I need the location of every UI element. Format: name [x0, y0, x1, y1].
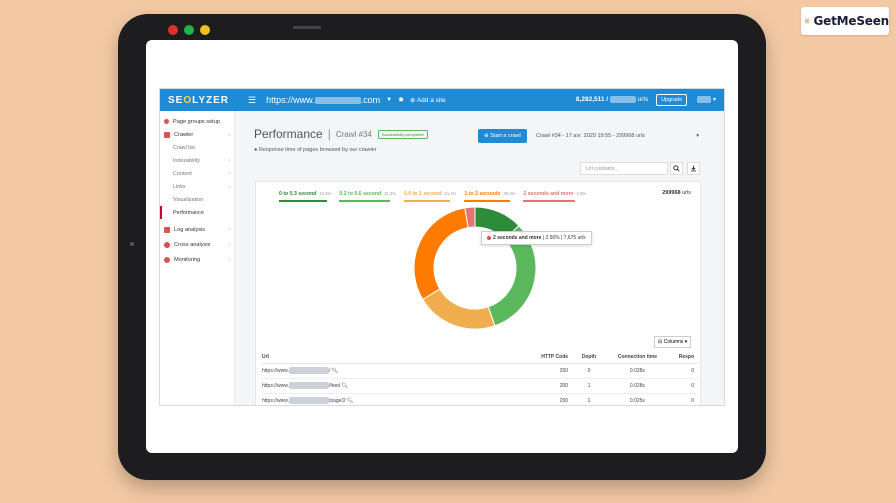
- site-selector[interactable]: https://www. .com: [266, 95, 381, 105]
- legend-swatch: [464, 200, 511, 202]
- columns-button[interactable]: ⊟ Columns ▾: [654, 336, 692, 348]
- sidebar-item-monitoring[interactable]: Monitoring ‹: [160, 253, 234, 266]
- search-icon: [673, 165, 680, 172]
- bug-icon: [164, 131, 170, 138]
- log-icon: [164, 226, 170, 233]
- crawl-select[interactable]: Crawl #34 - 17 avr. 2020 19:55 - 299968 …: [536, 133, 699, 139]
- crawl-label: Crawl #34: [335, 129, 372, 139]
- chevron-down-icon: ▾: [696, 133, 699, 139]
- urls-counter: 8,282,511 / urls: [575, 96, 649, 104]
- download-button[interactable]: [687, 162, 700, 175]
- search-icon[interactable]: 🔍︎: [347, 397, 354, 404]
- url-search-input[interactable]: Url contains...: [580, 162, 668, 175]
- page-title: Performance: [254, 127, 323, 141]
- page-header: Performance | Crawl #34 Successfully com…: [254, 127, 428, 141]
- chart-legend: 0 to 0.3 second 12.5% 0.3 to 0.6 second 31.…: [279, 191, 586, 202]
- seolyzer-logo[interactable]: SEOLYZER: [168, 94, 229, 106]
- settings-icon[interactable]: ✹: [398, 97, 404, 104]
- pin-icon: [164, 119, 169, 124]
- download-icon: [691, 165, 696, 172]
- getmeseen-logo-icon: [805, 18, 810, 24]
- search-button[interactable]: [670, 162, 683, 175]
- legend-swatch: [523, 200, 576, 202]
- info-icon: ●: [254, 147, 258, 153]
- maximize-dot-icon[interactable]: [184, 25, 194, 35]
- sidebar-subitem-crawl-list[interactable]: Crawl list: [173, 144, 195, 151]
- page-subtitle: ● Response time of pages browsed by our …: [254, 147, 377, 153]
- urls-table: Url HTTP Code Depth Connection time Resp…: [262, 352, 698, 405]
- close-dot-icon[interactable]: [168, 25, 178, 35]
- legend-item[interactable]: 0 to 0.3 second 12.5%: [279, 191, 331, 202]
- sidebar-subitem-links[interactable]: Links ‹: [173, 183, 230, 190]
- donut-slice[interactable]: [422, 288, 496, 330]
- legend-pct: 31.3%: [384, 191, 397, 196]
- legend-swatch: [339, 200, 391, 202]
- donut-slice[interactable]: [464, 206, 476, 229]
- sidebar-item-cross-analysis[interactable]: Cross analysis ‹: [160, 238, 234, 251]
- legend-pct: 21.1%: [444, 191, 457, 196]
- top-navbar: SEOLYZER ☰ https://www. .com ▼ ✹ ⊕ Add a …: [160, 89, 724, 111]
- legend-item[interactable]: 2 seconds and more 2.6%: [523, 191, 586, 202]
- legend-swatch: [404, 200, 451, 202]
- legend-pct: 2.6%: [576, 191, 587, 196]
- menu-icon[interactable]: ☰: [248, 94, 257, 105]
- tablet-top-button: [293, 26, 321, 29]
- status-badge: Successfully completed: [377, 129, 428, 139]
- donut-slice[interactable]: [413, 207, 469, 301]
- sidebar-subitem-indexability[interactable]: Indexability ‹: [173, 157, 230, 164]
- sidebar-item-crawler[interactable]: Crawler ›: [160, 128, 234, 141]
- tablet-screen: SEOLYZER ☰ https://www. .com ▼ ✹ ⊕ Add a …: [146, 40, 738, 453]
- seolyzer-app: SEOLYZER ☰ https://www. .com ▼ ✹ ⊕ Add a …: [159, 88, 725, 406]
- main-content: Performance | Crawl #34 Successfully com…: [236, 111, 724, 405]
- col-depth[interactable]: Depth: [572, 352, 606, 364]
- cross-icon: [164, 241, 170, 248]
- camera-icon: [130, 242, 134, 246]
- legend-label: 0 to 0.3 second: [279, 191, 317, 197]
- sidebar-subitem-visualization[interactable]: Visualization: [173, 196, 204, 203]
- col-connection-time[interactable]: Connection time: [605, 352, 669, 364]
- table-header-row: Url HTTP Code Depth Connection time Resp…: [262, 352, 698, 364]
- user-menu[interactable]: ▾: [697, 96, 716, 104]
- response-time-donut-chart: [413, 206, 537, 330]
- legend-pct: 30.3%: [503, 191, 516, 196]
- legend-pct: 12.5%: [319, 191, 332, 196]
- legend-item[interactable]: 0.6 to 1 second 21.1%: [404, 191, 456, 202]
- total-urls: 299968 urls: [662, 190, 691, 196]
- chevron-down-icon[interactable]: ▼: [386, 97, 393, 103]
- tablet-frame: SEOLYZER ☰ https://www. .com ▼ ✹ ⊕ Add a …: [118, 14, 766, 480]
- legend-swatch: [279, 200, 327, 202]
- col-url[interactable]: Url: [262, 352, 529, 364]
- minimize-dot-icon[interactable]: [200, 25, 210, 35]
- legend-item[interactable]: 1 to 2 seconds 30.3%: [464, 191, 515, 202]
- add-site-button[interactable]: ⊕ Add a site: [409, 97, 446, 104]
- start-crawl-button[interactable]: ⊕ Start a crawl: [478, 129, 527, 143]
- chart-tooltip: 2 seconds and more | 2.56% | 7,675 urls: [481, 231, 592, 245]
- col-response[interactable]: Respo: [668, 352, 698, 364]
- legend-label: 0.6 to 1 second: [404, 191, 442, 197]
- sidebar-subitem-content[interactable]: Content ‹: [173, 170, 230, 177]
- brand-name: GetMeSeen: [813, 14, 890, 28]
- col-http-code[interactable]: HTTP Code: [528, 352, 573, 364]
- sidebar-item-page-groups[interactable]: Page groups setup: [160, 115, 234, 128]
- getmeseen-brand: GetMeSeen: [801, 7, 889, 35]
- upgrade-button[interactable]: Upgrade: [656, 94, 688, 106]
- table-row[interactable]: https://www./page/2 🔍︎ 200 1 0.025s 0: [262, 393, 698, 405]
- search-icon[interactable]: 🔍︎: [331, 367, 339, 374]
- sidebar-item-log-analysis[interactable]: Log analysis ‹: [160, 223, 234, 236]
- legend-item[interactable]: 0.3 to 0.6 second 31.3%: [339, 191, 396, 202]
- legend-label: 0.3 to 0.6 second: [339, 191, 382, 197]
- table-row[interactable]: https://www. / 🔍︎ 200 0 0.028s 0: [262, 363, 698, 379]
- sidebar-subitem-performance[interactable]: Performance: [160, 206, 234, 219]
- monitoring-icon: [164, 256, 170, 263]
- window-controls: [168, 25, 210, 35]
- table-row[interactable]: https://www./feed 🔍︎ 200 1 0.028s 0: [262, 378, 698, 394]
- sidebar: Page groups setup Crawler › Crawl list In…: [160, 111, 235, 405]
- performance-panel: 0 to 0.3 second 12.5% 0.3 to 0.6 second 31.…: [255, 181, 701, 405]
- legend-label: 1 to 2 seconds: [464, 191, 501, 197]
- search-icon[interactable]: 🔍︎: [341, 382, 348, 389]
- legend-label: 2 seconds and more: [523, 191, 574, 197]
